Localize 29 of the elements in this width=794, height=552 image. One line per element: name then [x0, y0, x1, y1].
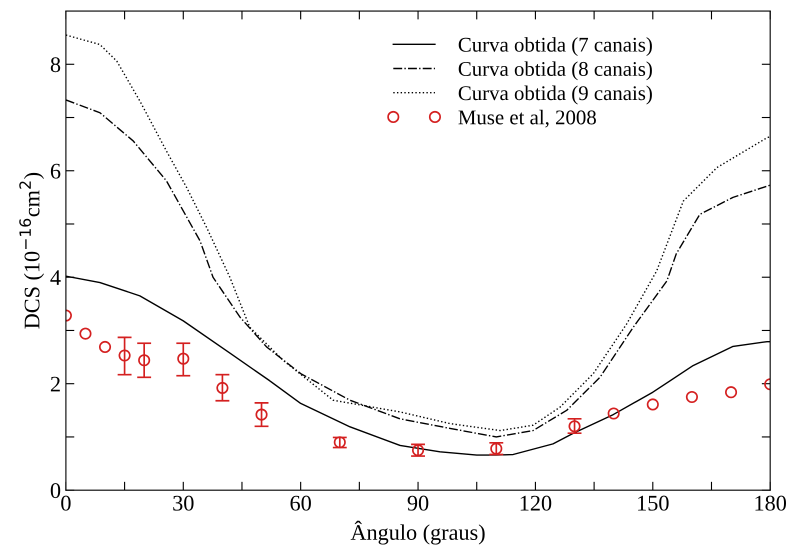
y-tick-label: 8	[50, 57, 60, 72]
x-axis-title: Ângulo (graus)	[350, 520, 485, 545]
legend-label: Curva obtida (7 canais)	[458, 37, 652, 56]
x-tick-label: 30	[173, 496, 194, 511]
y-axis-title: DCS (10$^{−16}$cm$^{2}$)	[19, 172, 44, 329]
legend-label: Muse et al, 2008	[458, 110, 596, 128]
x-tick-label: 90	[408, 496, 428, 511]
legend-label: Curva obtida (9 canais)	[458, 86, 652, 104]
y-tick-label: 4	[50, 270, 61, 285]
point	[79, 328, 92, 340]
x-tick-label: 0	[61, 496, 71, 511]
point	[138, 354, 150, 366]
x-tick-label: 120	[520, 496, 552, 511]
point	[216, 382, 228, 394]
x-tick-label: 150	[638, 496, 669, 511]
y-tick-label: 2	[50, 376, 60, 392]
point	[608, 407, 620, 420]
y-tick-label: 0	[50, 483, 60, 498]
legend-label: Curva obtida (8 canais)	[458, 61, 652, 80]
x-tick-label: 180	[755, 496, 786, 511]
point	[98, 340, 112, 354]
y-tick-label: 6	[50, 164, 60, 179]
point	[177, 352, 190, 365]
x-tick-label: 60	[290, 496, 311, 511]
point	[255, 408, 268, 421]
point	[686, 390, 698, 404]
point	[118, 349, 131, 362]
point	[646, 398, 659, 411]
point	[725, 386, 738, 398]
